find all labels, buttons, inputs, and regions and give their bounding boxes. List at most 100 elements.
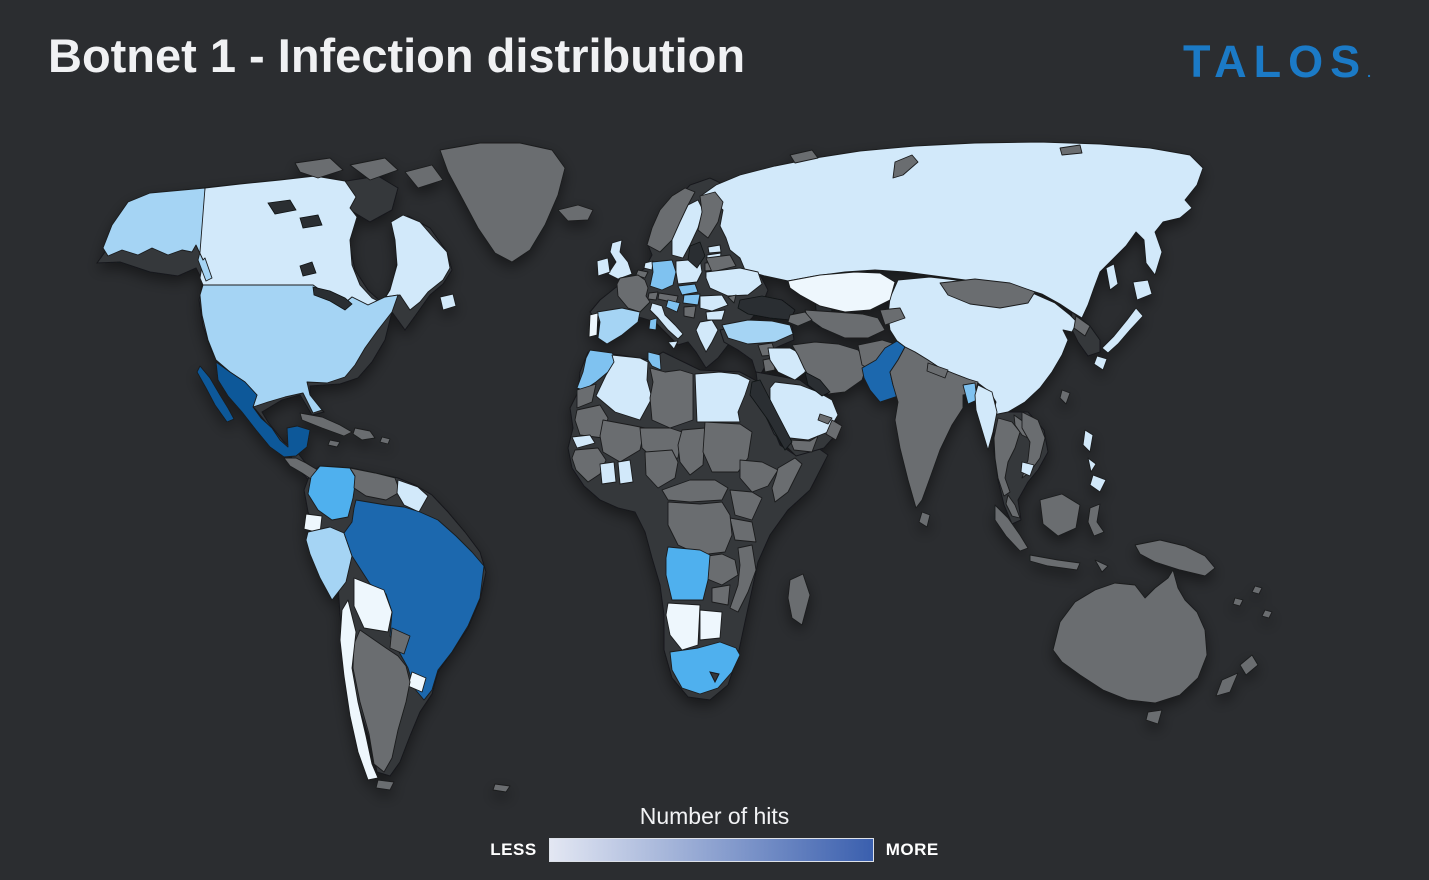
country-belarus [705,254,737,273]
country-norway [646,187,696,253]
country-sardinia [648,317,658,331]
country-philippines [1089,474,1107,493]
country-tasmania [1145,709,1163,725]
legend-row: LESS MORE [490,838,938,862]
country-madagascar [787,573,811,626]
country-svalbard [789,149,819,164]
country-moldova [727,294,737,304]
country-italy [649,302,684,340]
country-new-guinea [1134,539,1216,577]
landmass-lesotho [709,671,720,684]
country-cambodia [1020,461,1035,477]
country-tierra-del-fuego [375,779,395,791]
country-mozambique [729,544,757,613]
country-bulgaria [705,309,726,321]
country-arctic-islands [404,164,444,189]
country-somalia [771,457,803,503]
country-caucasus [787,311,813,327]
country-bangladesh [962,382,978,405]
country-philippines [1082,429,1094,453]
country-malaysia [1005,494,1021,519]
country-vietnam [1021,411,1046,479]
country-australia [1052,569,1208,704]
country-cuba [299,412,353,437]
country-senegal [571,434,596,449]
country-algeria [595,354,653,421]
country-uae [817,413,833,425]
country-mexico-baja [196,365,235,423]
country-greenland [439,142,566,263]
country-tunisia [647,351,662,371]
country-indonesia-sulawesi [1087,503,1105,537]
country-drc [667,501,733,556]
country-croatia [665,299,681,313]
country-japan-kyushu [1093,355,1108,371]
country-hungary [682,293,701,306]
country-brazil [343,499,485,701]
country-new-zealand-south [1215,672,1239,697]
country-sicily [667,340,679,350]
country-libya [649,367,694,429]
country-argentina [352,629,411,773]
country-romania [699,294,729,312]
lake-great-slave [299,214,323,229]
legend-gradient-bar [548,838,874,862]
country-kenya-uganda [729,489,763,521]
country-kyrgyzstan-tajikistan [879,307,906,326]
country-india [889,346,979,509]
country-indonesia-borneo [1039,493,1081,537]
country-nigeria [644,449,679,489]
country-new-siberian-islands [1059,144,1083,156]
country-pacific-islands [1251,585,1263,595]
lake-great-bear [267,199,297,215]
great-lakes [312,286,353,311]
country-jamaica [327,439,341,448]
country-ukraine [705,267,763,297]
talos-logo: TALOS. [1183,36,1371,88]
country-serbia [683,305,697,319]
country-myanmar [974,384,998,451]
country-netherlands [643,260,654,271]
country-indonesia-java [1029,554,1081,571]
country-bolivia [353,577,393,633]
red-sea [749,379,793,451]
country-ethiopia [739,459,779,493]
legend-less-label: LESS [490,840,537,859]
country-cameroon-car [661,479,729,503]
header: Botnet 1 - Infection distribution [48,28,745,83]
country-portugal [588,312,599,338]
country-south-africa [669,641,741,695]
country-pacific-islands [1261,609,1273,619]
country-switzerland [647,291,659,301]
country-tanzania [729,517,757,543]
country-ghana [617,459,634,485]
country-iceland [557,204,594,222]
legend: Number of hits LESS MORE [0,803,1429,862]
country-arctic-islands [349,157,399,181]
country-novaya-zemlya [892,154,919,179]
landmass-group [95,141,1273,793]
country-new-zealand-north [1239,654,1259,676]
country-indonesia-timor [1094,559,1109,573]
country-finland [697,191,724,239]
lake-winnipeg [299,261,317,277]
country-mexico [215,361,311,458]
country-sri-lanka [918,511,931,528]
country-paraguay [389,627,411,655]
legend-title: Number of hits [639,803,790,829]
country-north-korea [1073,315,1091,337]
country-iran [791,341,869,395]
country-mali [599,419,646,463]
country-oman [825,419,843,441]
country-newfoundland [439,293,457,311]
legend-more-label: MORE [885,840,939,859]
country-czechia [677,283,699,296]
country-zimbabwe [711,584,731,606]
page-title: Botnet 1 - Infection distribution [48,29,746,82]
country-guinea-region [571,447,607,483]
country-estonia [707,244,722,254]
country-chile [339,599,379,781]
country-mongolia [939,278,1036,309]
